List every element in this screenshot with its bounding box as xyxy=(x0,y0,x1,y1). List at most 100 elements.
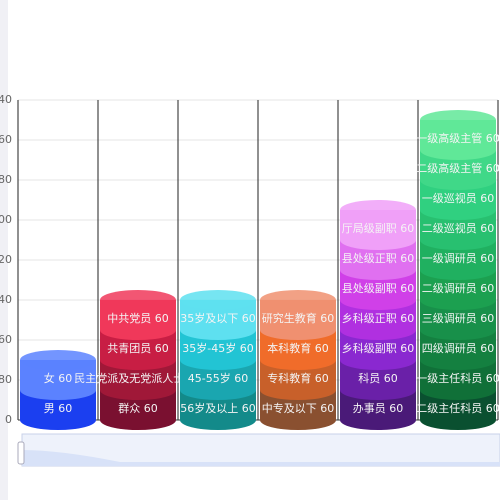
value-label: 二级巡视员 60 xyxy=(422,221,495,235)
bar-segment xyxy=(420,240,496,280)
segment-value: 60 xyxy=(400,312,414,325)
y-tick-label: 240 xyxy=(0,293,12,306)
segment-name: 一级调研员 xyxy=(422,252,477,265)
y-tick-label: 0 xyxy=(5,413,12,426)
bar-segment xyxy=(20,360,96,400)
segment-name: 35岁-45岁 xyxy=(182,341,236,355)
bar-top xyxy=(420,110,496,130)
segment-value: 60 xyxy=(480,222,494,235)
segment-name: 一级高级主管 xyxy=(416,131,482,145)
bar-segment xyxy=(260,330,336,370)
segment-value: 60 xyxy=(315,342,329,355)
segment-value: 60 xyxy=(320,312,334,325)
bar-segment xyxy=(100,300,176,340)
bar-segment xyxy=(180,330,256,370)
bar-segment xyxy=(420,180,496,220)
segment-value: 60 xyxy=(320,402,334,415)
y-tick-label: 160 xyxy=(0,333,12,346)
bar-segment xyxy=(100,330,176,370)
bar-segment xyxy=(260,300,336,340)
y-tick-label: 80 xyxy=(0,373,12,386)
segment-name: 县处级正职 xyxy=(342,252,397,265)
value-label: 科员 60 xyxy=(358,371,398,385)
bar-segment xyxy=(340,390,416,430)
bar-segment xyxy=(340,360,416,400)
segment-value: 60 xyxy=(400,282,414,295)
segment-name: 二级调研员 xyxy=(422,282,477,295)
value-label: 群众 60 xyxy=(118,401,158,415)
bar-segment xyxy=(420,210,496,250)
segment-name: 乡科级正职 xyxy=(342,311,397,325)
zoom-handle[interactable] xyxy=(17,441,25,465)
segment-value: 60 xyxy=(58,372,72,385)
segment-value: 60 xyxy=(155,342,169,355)
value-label: 厅局级副职 60 xyxy=(342,222,415,235)
segment-value: 60 xyxy=(400,252,414,265)
bar-segment xyxy=(260,390,336,430)
segment-name: 四级调研员 xyxy=(422,342,477,355)
bar-segment xyxy=(180,300,256,340)
bar-top xyxy=(180,290,256,310)
value-label: 35岁及以下 60 xyxy=(180,311,256,325)
segment-name: 办事员 xyxy=(353,402,386,415)
segment-name: 二级高级主管 xyxy=(416,161,482,175)
value-label: 一级调研员 60 xyxy=(422,252,495,265)
segment-name: 中专及以下 xyxy=(262,401,317,415)
value-label: 35岁-45岁 60 xyxy=(182,341,253,355)
y-tick-label: 480 xyxy=(0,173,12,186)
segment-name: 一级主任科员 xyxy=(416,371,482,385)
segment-value: 60 xyxy=(480,312,494,325)
segment-name: 共青团员 xyxy=(107,342,151,355)
value-label: 研究生教育 60 xyxy=(262,311,335,325)
value-label: 二级调研员 60 xyxy=(422,282,495,295)
bar-segment xyxy=(340,240,416,280)
bar-top xyxy=(260,290,336,310)
segment-name: 三级调研员 xyxy=(422,312,477,325)
segment-name: 45-55岁 xyxy=(188,371,231,385)
segment-value: 60 xyxy=(242,312,256,325)
segment-value: 60 xyxy=(315,372,329,385)
y-tick-label: 560 xyxy=(0,133,12,146)
segment-value: 60 xyxy=(234,372,248,385)
value-label: 一级巡视员 60 xyxy=(422,191,495,205)
bar-segment xyxy=(420,270,496,310)
segment-name: 二级巡视员 xyxy=(422,221,477,235)
bar-segment xyxy=(340,210,416,250)
bar-top xyxy=(340,200,416,220)
bar-top xyxy=(20,350,96,370)
segment-name: 中共党员 xyxy=(107,312,151,325)
bar-segment xyxy=(340,330,416,370)
value-label: 县处级正职 60 xyxy=(342,252,415,265)
segment-value: 60 xyxy=(389,402,403,415)
value-label: 中专及以下 60 xyxy=(262,401,335,415)
value-label: 四级调研员 60 xyxy=(422,342,495,355)
value-label: 乡科级副职 60 xyxy=(342,341,415,355)
segment-value: 60 xyxy=(486,162,500,175)
bar-segment xyxy=(340,270,416,310)
segment-value: 60 xyxy=(486,402,500,415)
value-label: 办事员 60 xyxy=(353,402,404,415)
value-label: 男 60 xyxy=(44,402,73,415)
segment-value: 60 xyxy=(58,402,72,415)
segment-name: 县处级副职 xyxy=(342,282,397,295)
segment-name: 35岁及以下 xyxy=(180,311,238,325)
bar-segment xyxy=(420,120,496,160)
y-tick-label: 640 xyxy=(0,93,12,106)
bar-segment xyxy=(180,390,256,430)
segment-value: 60 xyxy=(155,312,169,325)
segment-name: 56岁及以上 xyxy=(180,401,238,415)
segment-value: 60 xyxy=(480,192,494,205)
segment-name: 男 xyxy=(44,402,55,415)
bar-segment xyxy=(420,360,496,400)
value-label: 三级调研员 60 xyxy=(422,312,495,325)
value-label: 56岁及以上 60 xyxy=(180,401,256,415)
bar-segment xyxy=(340,300,416,340)
zoom-preview xyxy=(22,450,500,466)
bar-top xyxy=(100,290,176,310)
segment-value: 60 xyxy=(400,222,414,235)
y-tick-label: 320 xyxy=(0,253,12,266)
value-label: 本科教育 60 xyxy=(267,341,329,355)
segment-name: 民主党派及无党派人士 xyxy=(74,372,184,385)
segment-value: 60 xyxy=(242,402,256,415)
